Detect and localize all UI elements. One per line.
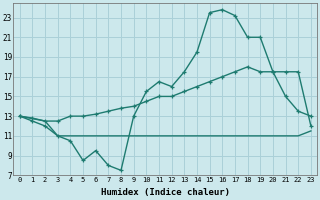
X-axis label: Humidex (Indice chaleur): Humidex (Indice chaleur) xyxy=(101,188,230,197)
